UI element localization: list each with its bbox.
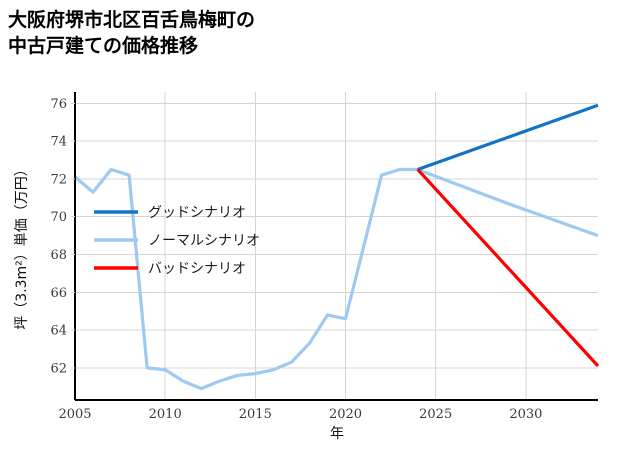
y-tick-label: 70 bbox=[50, 210, 67, 225]
x-tick-label: 2015 bbox=[239, 407, 272, 422]
x-tick-label: 2010 bbox=[149, 407, 182, 422]
legend-label: グッドシナリオ bbox=[148, 205, 246, 221]
x-tick-label: 2020 bbox=[329, 407, 362, 422]
x-tick-label: 2005 bbox=[58, 407, 91, 422]
y-tick-label: 62 bbox=[50, 361, 67, 376]
x-tick-label: 2030 bbox=[509, 407, 542, 422]
legend-label: バッドシナリオ bbox=[148, 261, 246, 277]
series-group bbox=[73, 103, 600, 391]
series-line-good bbox=[417, 103, 599, 171]
y-axis-title: 坪（3.3m²）単価（万円） bbox=[14, 162, 30, 330]
series-line-bad bbox=[416, 168, 600, 368]
legend-label: ノーマルシナリオ bbox=[148, 233, 260, 249]
series-line-normal bbox=[73, 167, 599, 391]
y-tick-label: 66 bbox=[50, 286, 67, 301]
y-tick-label: 68 bbox=[50, 248, 67, 263]
x-tick-labels: 2005 2010 2015 2020 2025 2030 bbox=[58, 407, 542, 422]
y-tick-label: 64 bbox=[50, 324, 67, 339]
page-title: 大阪府堺市北区百舌鳥梅町の 中古戸建ての価格推移 bbox=[8, 10, 256, 57]
x-axis-title: 年 bbox=[330, 426, 344, 442]
y-tick-label: 74 bbox=[50, 135, 67, 150]
axis-lines bbox=[73, 92, 598, 402]
y-tick-label: 72 bbox=[50, 172, 67, 187]
y-tick-labels: 62 64 66 68 70 72 74 76 bbox=[50, 97, 75, 376]
x-tick-label: 2025 bbox=[419, 407, 452, 422]
y-tick-label: 76 bbox=[50, 97, 67, 112]
gridlines bbox=[74, 92, 598, 400]
